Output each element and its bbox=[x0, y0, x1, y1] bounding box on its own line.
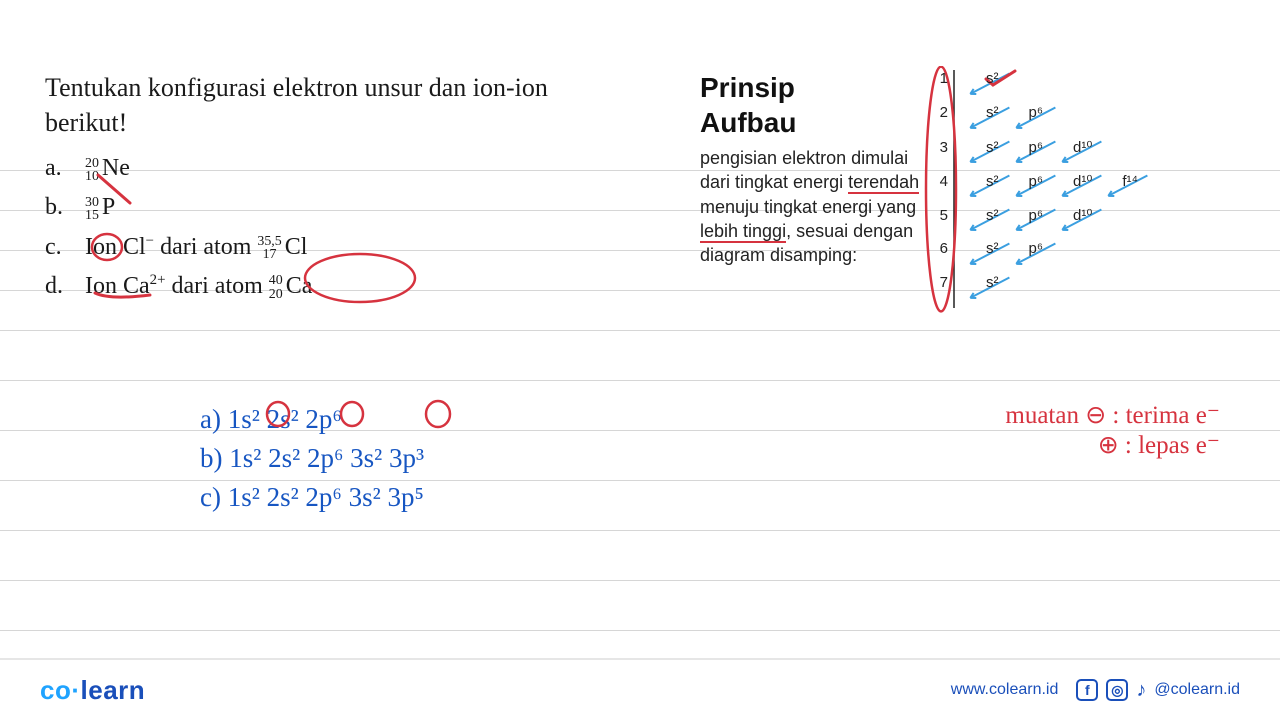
answer-row-b: b) 1s² 2s² 2p⁶ 3s² 3p³ bbox=[200, 439, 424, 478]
aufbau-row-1: 1s² bbox=[932, 70, 999, 87]
item-label: d. bbox=[45, 268, 85, 305]
answer-row-c: c) 1s² 2s² 2p⁶ 3s² 3p⁵ bbox=[200, 478, 424, 517]
question-item-a: a.2010Ne bbox=[45, 150, 625, 187]
item-body: Ion Cl− dari atom 35,517Cl bbox=[85, 229, 307, 266]
aufbau-row-2: 2s²p⁶ bbox=[932, 104, 1043, 121]
footer-handle[interactable]: @colearn.id bbox=[1154, 681, 1240, 699]
hw-answers: a) 1s² 2s² 2p⁶b) 1s² 2s² 2p⁶ 3s² 3p³c) 1… bbox=[200, 400, 424, 517]
question-block: Tentukan konfigurasi elektron unsur dan … bbox=[45, 70, 625, 307]
aufbau-block: Prinsip Aufbau pengisian elektron dimula… bbox=[700, 70, 1230, 267]
item-label: a. bbox=[45, 150, 85, 187]
question-title: Tentukan konfigurasi elektron unsur dan … bbox=[45, 70, 625, 140]
item-body: 3015P bbox=[85, 189, 115, 226]
answer-row-a: a) 1s² 2s² 2p⁶ bbox=[200, 400, 424, 439]
footer-social: f ◎ ♪ @colearn.id bbox=[1076, 679, 1240, 702]
rule-pos: ⊕ : lepas e⁻ bbox=[1005, 430, 1220, 460]
hw-charge-rules: muatan ⊖ : terima e⁻ ⊕ : lepas e⁻ bbox=[1005, 400, 1220, 460]
brand-learn: learn bbox=[81, 675, 146, 705]
item-body: 2010Ne bbox=[85, 150, 130, 187]
item-body: Ion Ca2+ dari atom 4020Ca bbox=[85, 268, 312, 305]
brand-logo: co·learn bbox=[40, 675, 145, 706]
item-label: c. bbox=[45, 229, 85, 266]
aufbau-row-7: 7s² bbox=[932, 274, 999, 291]
tiktok-icon[interactable]: ♪ bbox=[1136, 679, 1146, 702]
aufbau-row-4: 4s²p⁶d¹⁰f¹⁴ bbox=[932, 172, 1138, 190]
aufbau-description: pengisian elektron dimulai dari tingkat … bbox=[700, 146, 920, 267]
aufbau-row-6: 6s²p⁶ bbox=[932, 240, 1043, 257]
aufbau-diagram: 1s² 2s²p⁶ 3s²p⁶d¹⁰ 4s²p⁶d¹⁰f¹⁴ 5s²p⁶d¹⁰ 6s²p⁶… bbox=[920, 66, 1210, 326]
aufbau-row-3: 3s²p⁶d¹⁰ bbox=[932, 138, 1092, 156]
instagram-icon[interactable]: ◎ bbox=[1106, 679, 1128, 701]
question-item-d: d.Ion Ca2+ dari atom 4020Ca bbox=[45, 268, 625, 305]
footer: co·learn www.colearn.id f ◎ ♪ @colearn.i… bbox=[0, 658, 1280, 720]
aufbau-row-5: 5s²p⁶d¹⁰ bbox=[932, 206, 1092, 224]
facebook-icon[interactable]: f bbox=[1076, 679, 1098, 701]
brand-co: co bbox=[40, 675, 71, 705]
question-items: a.2010Neb.3015Pc.Ion Cl− dari atom 35,51… bbox=[45, 150, 625, 305]
footer-url[interactable]: www.colearn.id bbox=[951, 681, 1059, 699]
item-label: b. bbox=[45, 189, 85, 226]
question-item-b: b.3015P bbox=[45, 189, 625, 226]
question-item-c: c.Ion Cl− dari atom 35,517Cl bbox=[45, 229, 625, 266]
rule-neg: muatan ⊖ : terima e⁻ bbox=[1005, 400, 1220, 430]
